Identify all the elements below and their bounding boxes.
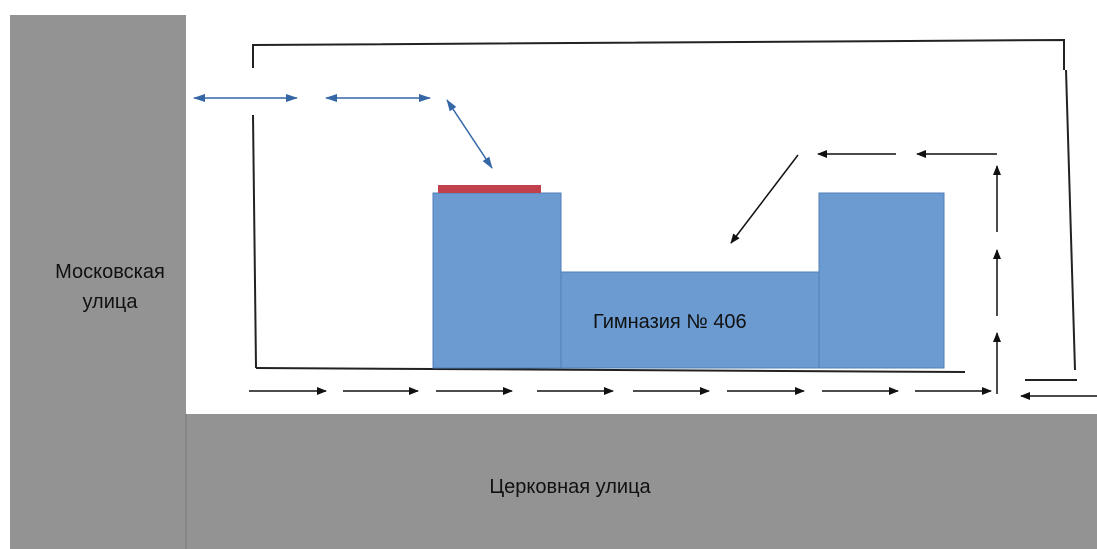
moskovskaya-street-label: Московская улица — [10, 257, 210, 317]
tserkovnaya-street — [186, 414, 1097, 549]
entrance-marker — [438, 185, 541, 193]
moskovskaya-label-line1: Московская — [55, 261, 165, 283]
two-way-arrow — [446, 99, 493, 169]
moskovskaya-street — [10, 15, 186, 549]
top-arrow-row — [730, 150, 997, 244]
diagonal-arrow — [730, 154, 799, 244]
tserkovnaya-street-label: Церковная улица — [489, 476, 651, 498]
building-label: Гимназия № 406 — [593, 311, 747, 333]
blue-route-arrows — [193, 94, 493, 169]
building-right-wing — [818, 192, 945, 369]
moskovskaya-label-line2: улица — [82, 291, 138, 313]
building-middle — [560, 271, 820, 369]
building-left-wing — [432, 192, 562, 369]
site-boundary — [252, 38, 1077, 381]
gymnasium-building — [432, 185, 945, 369]
